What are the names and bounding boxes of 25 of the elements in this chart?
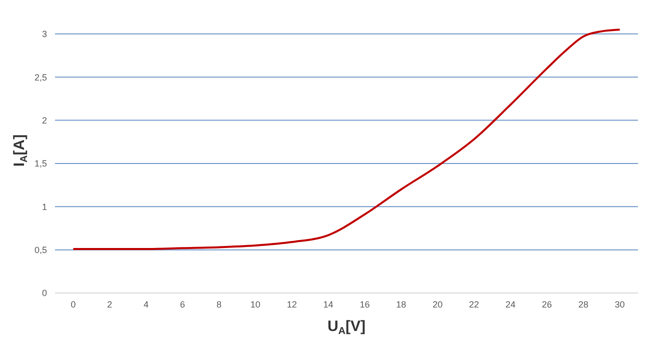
y-tick-label: 1 — [42, 202, 47, 212]
x-tick-label: 20 — [432, 299, 443, 310]
x-tick-label: 22 — [469, 299, 480, 310]
line-series — [72, 28, 621, 250]
x-tick-label: 14 — [323, 299, 334, 310]
y-tick-label: 2,5 — [34, 72, 47, 82]
y-tick-label: 1,5 — [34, 158, 47, 169]
x-tick-label: 4 — [144, 299, 149, 310]
y-tick-label: 0,5 — [34, 245, 47, 256]
y-tick-label: 3 — [42, 29, 47, 40]
x-tick-label: 28 — [578, 299, 588, 310]
x-tick-label: 26 — [542, 299, 552, 310]
x-tick-label: 16 — [360, 299, 370, 310]
y-tick-label: 0 — [42, 288, 47, 298]
x-tick-label: 0 — [70, 299, 76, 310]
x-tick-label: 8 — [216, 299, 222, 310]
x-tick-label: 12 — [286, 299, 297, 310]
x-axis-title: U$_{A}$[V] — [327, 318, 366, 337]
x-tick-label: 24 — [505, 299, 516, 310]
x-tick-label: 18 — [396, 299, 406, 310]
x-tick-label: 6 — [180, 299, 186, 310]
x-tick-label: 30 — [614, 299, 625, 310]
y-tick-label: 2 — [42, 115, 47, 126]
x-tick-label: 10 — [250, 299, 260, 310]
x-tick-label: 2 — [107, 299, 112, 310]
